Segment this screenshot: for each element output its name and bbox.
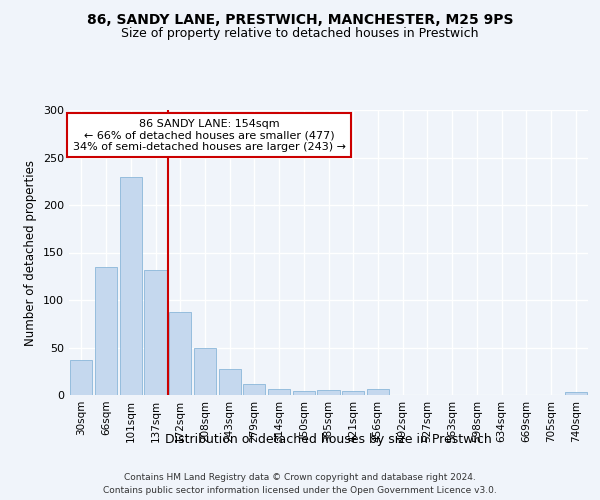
Bar [565,392,587,395]
Bar [145,270,167,395]
Bar [317,390,340,395]
Bar [218,370,241,395]
Text: Contains public sector information licensed under the Open Government Licence v3: Contains public sector information licen… [103,486,497,495]
Bar [243,384,265,395]
Bar [119,176,142,395]
Bar [194,348,216,395]
Text: 86 SANDY LANE: 154sqm
← 66% of detached houses are smaller (477)
34% of semi-det: 86 SANDY LANE: 154sqm ← 66% of detached … [73,118,346,152]
Bar [293,391,315,395]
Bar [367,390,389,395]
Bar [70,360,92,395]
Y-axis label: Number of detached properties: Number of detached properties [25,160,37,346]
Bar [268,390,290,395]
Bar [169,312,191,395]
Bar [95,267,117,395]
Text: Distribution of detached houses by size in Prestwich: Distribution of detached houses by size … [166,432,492,446]
Text: Size of property relative to detached houses in Prestwich: Size of property relative to detached ho… [121,28,479,40]
Bar [342,391,364,395]
Text: 86, SANDY LANE, PRESTWICH, MANCHESTER, M25 9PS: 86, SANDY LANE, PRESTWICH, MANCHESTER, M… [87,12,513,26]
Text: Contains HM Land Registry data © Crown copyright and database right 2024.: Contains HM Land Registry data © Crown c… [124,472,476,482]
